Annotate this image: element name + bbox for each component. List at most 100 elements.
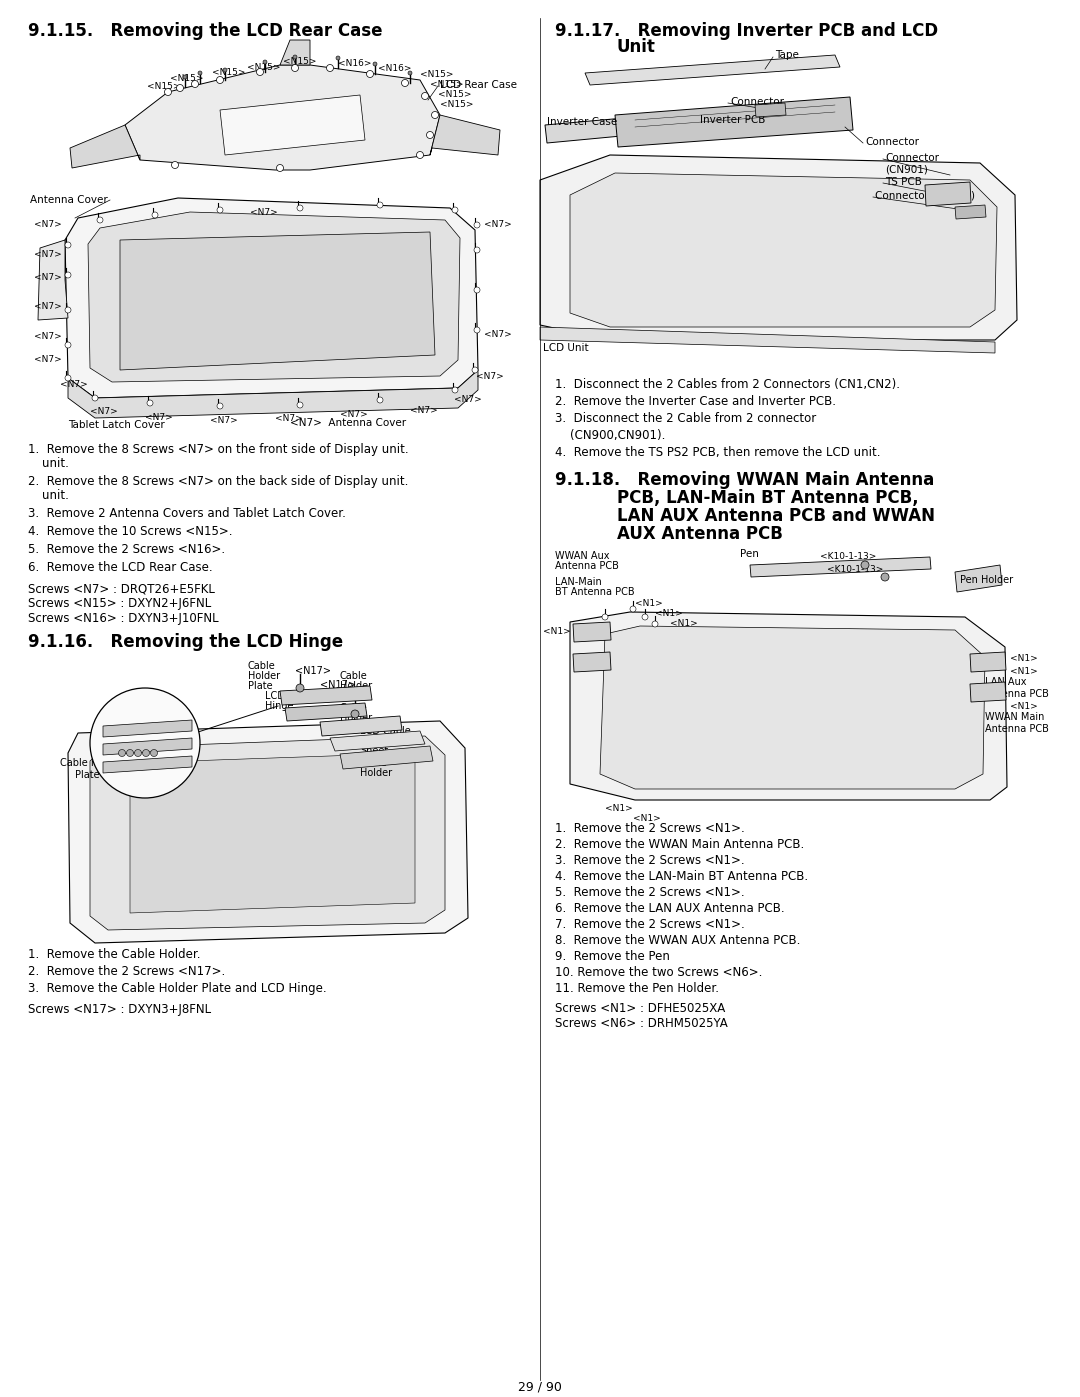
Text: 4.  Remove the TS PS2 PCB, then remove the LCD unit.: 4. Remove the TS PS2 PCB, then remove th…	[555, 446, 880, 460]
Text: <N1>: <N1>	[543, 627, 570, 636]
Text: <N16>: <N16>	[378, 64, 411, 73]
Circle shape	[427, 131, 433, 138]
Text: 7.  Remove the 2 Screws <N1>.: 7. Remove the 2 Screws <N1>.	[555, 918, 745, 930]
Text: <N7>: <N7>	[476, 372, 503, 381]
Text: Antenna PCB: Antenna PCB	[985, 689, 1049, 698]
Text: Cable: Cable	[340, 703, 368, 712]
Circle shape	[222, 68, 227, 73]
Circle shape	[126, 750, 134, 757]
Polygon shape	[970, 682, 1005, 703]
Text: <N7>: <N7>	[454, 395, 482, 404]
Text: <N1>: <N1>	[633, 814, 661, 823]
Polygon shape	[320, 717, 402, 736]
Circle shape	[217, 207, 222, 212]
Text: Pen Holder: Pen Holder	[960, 576, 1013, 585]
Polygon shape	[87, 212, 460, 381]
Polygon shape	[285, 703, 367, 721]
Polygon shape	[755, 103, 786, 117]
Text: 4.  Remove the 10 Screws <N15>.: 4. Remove the 10 Screws <N15>.	[28, 525, 232, 538]
Polygon shape	[68, 370, 478, 418]
Text: <N7>: <N7>	[275, 414, 302, 423]
Circle shape	[119, 750, 125, 757]
Polygon shape	[68, 721, 468, 943]
Polygon shape	[330, 731, 426, 752]
Polygon shape	[125, 66, 440, 170]
Text: Connector (CN900): Connector (CN900)	[875, 191, 975, 201]
Text: 3.  Disconnect the 2 Cable from 2 connector: 3. Disconnect the 2 Cable from 2 connect…	[555, 412, 816, 425]
Text: <N7>  Antenna Cover: <N7> Antenna Cover	[291, 418, 406, 427]
Circle shape	[65, 307, 71, 313]
Text: <N15>: <N15>	[420, 70, 454, 80]
Circle shape	[366, 70, 374, 77]
Text: Screws <N16> : DXYN3+J10FNL: Screws <N16> : DXYN3+J10FNL	[28, 612, 218, 624]
Polygon shape	[280, 686, 372, 705]
Polygon shape	[70, 124, 140, 168]
Circle shape	[198, 71, 202, 75]
Polygon shape	[545, 110, 717, 142]
Text: Hinge: Hinge	[265, 701, 294, 711]
Text: Inverter Case: Inverter Case	[546, 117, 618, 127]
Text: Connector: Connector	[885, 154, 939, 163]
Text: <N7>: <N7>	[33, 332, 62, 341]
Text: <N7>: <N7>	[90, 407, 118, 416]
Circle shape	[90, 687, 200, 798]
Text: 29 / 90: 29 / 90	[518, 1380, 562, 1393]
Circle shape	[432, 112, 438, 119]
Circle shape	[377, 203, 383, 208]
Text: 1.  Disconnect the 2 Cables from 2 Connectors (CN1,CN2).: 1. Disconnect the 2 Cables from 2 Connec…	[555, 379, 900, 391]
Text: 9.1.15.   Removing the LCD Rear Case: 9.1.15. Removing the LCD Rear Case	[28, 22, 382, 41]
Text: <N15>: <N15>	[212, 68, 245, 77]
Circle shape	[293, 54, 297, 59]
Circle shape	[861, 562, 869, 569]
Text: Tablet Latch Cover: Tablet Latch Cover	[68, 420, 165, 430]
Text: 2.  Remove the 2 Screws <N17>.: 2. Remove the 2 Screws <N17>.	[28, 965, 226, 978]
Text: 4.  Remove the LAN-Main BT Antenna PCB.: 4. Remove the LAN-Main BT Antenna PCB.	[555, 870, 808, 883]
Circle shape	[65, 242, 71, 249]
Polygon shape	[120, 232, 435, 370]
Text: <N7>: <N7>	[33, 272, 62, 282]
Polygon shape	[924, 182, 971, 205]
Text: <N17>: <N17>	[295, 666, 330, 676]
Polygon shape	[615, 96, 853, 147]
Text: Plate: Plate	[248, 680, 272, 692]
Polygon shape	[430, 115, 500, 155]
Text: 1.  Remove the Cable Holder.: 1. Remove the Cable Holder.	[28, 949, 201, 961]
Polygon shape	[573, 652, 611, 672]
Text: 9.1.18.   Removing WWAN Main Antenna: 9.1.18. Removing WWAN Main Antenna	[555, 471, 934, 489]
Text: WWAN Main: WWAN Main	[985, 712, 1044, 722]
Circle shape	[176, 84, 184, 91]
Text: Plate: Plate	[340, 692, 365, 701]
Text: 3.  Remove the 2 Screws <N1>.: 3. Remove the 2 Screws <N1>.	[555, 854, 744, 868]
Text: <N17>: <N17>	[320, 680, 356, 690]
Circle shape	[474, 222, 480, 228]
Text: <N15>: <N15>	[438, 89, 472, 99]
Polygon shape	[38, 240, 68, 320]
Text: 2.  Remove the WWAN Main Antenna PCB.: 2. Remove the WWAN Main Antenna PCB.	[555, 838, 805, 851]
Circle shape	[65, 342, 71, 348]
Text: Screws <N7> : DRQT26+E5FKL: Screws <N7> : DRQT26+E5FKL	[28, 583, 215, 595]
Text: <N1>: <N1>	[1010, 703, 1038, 711]
Polygon shape	[103, 738, 192, 754]
Text: 1.  Remove the 8 Screws <N7> on the front side of Display unit.: 1. Remove the 8 Screws <N7> on the front…	[28, 443, 408, 455]
Text: Holder: Holder	[340, 680, 373, 692]
Circle shape	[326, 64, 334, 71]
Text: <N7>: <N7>	[484, 219, 512, 229]
Circle shape	[191, 81, 199, 88]
Polygon shape	[955, 205, 986, 219]
Text: 9.  Remove the Pen: 9. Remove the Pen	[555, 950, 670, 963]
Circle shape	[474, 247, 480, 253]
Text: AUX Antenna PCB: AUX Antenna PCB	[617, 525, 783, 543]
Text: <N7>: <N7>	[249, 208, 278, 217]
Text: BT Antenna PCB: BT Antenna PCB	[555, 587, 635, 597]
Circle shape	[97, 217, 103, 224]
Circle shape	[602, 615, 608, 620]
Circle shape	[152, 212, 158, 218]
Text: Inverter PCB: Inverter PCB	[700, 115, 766, 124]
Text: Connector: Connector	[865, 137, 919, 147]
Text: unit.: unit.	[42, 457, 69, 469]
Circle shape	[264, 60, 267, 64]
Text: 11. Remove the Pen Holder.: 11. Remove the Pen Holder.	[555, 982, 719, 995]
Text: <N7>: <N7>	[340, 409, 368, 419]
Text: Antenna Cover: Antenna Cover	[30, 196, 108, 205]
Text: unit.: unit.	[42, 489, 69, 502]
